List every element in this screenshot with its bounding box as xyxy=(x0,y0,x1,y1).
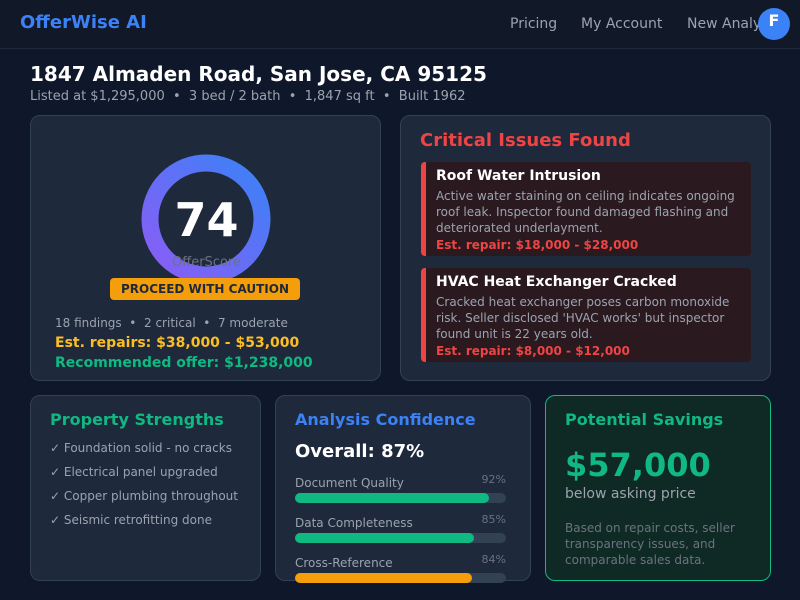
strength-item: ✓ Foundation solid - no cracks xyxy=(50,441,232,455)
strength-item: ✓ Copper plumbing throughout xyxy=(50,489,238,503)
brand[interactable]: OfferWise AI xyxy=(20,12,147,33)
nav-link[interactable]: Pricing xyxy=(510,16,558,32)
strength-item: ✓ Electrical panel upgraded xyxy=(50,465,218,479)
nav-link[interactable]: My Account xyxy=(581,16,663,32)
savings-note: Based on repair costs, seller transparen… xyxy=(565,521,735,567)
issues-card: Critical Issues Found Roof Water Intrusi… xyxy=(400,115,771,381)
savings-caption: below asking price xyxy=(565,486,696,502)
bar-fill xyxy=(295,493,490,503)
savings-amount: $57,000 xyxy=(565,446,711,484)
issue-cost: Est. repair: $18,000 - $28,000 xyxy=(436,238,639,252)
metric-name: Cross-Reference xyxy=(295,556,393,570)
issue-title: Roof Water Intrusion xyxy=(436,168,601,184)
issue-cost: Est. repair: $8,000 - $12,000 xyxy=(436,344,630,358)
bar-fill xyxy=(295,533,475,543)
card-title: Critical Issues Found xyxy=(420,130,631,151)
repairs: Est. repairs: $38,000 - $53,000 xyxy=(55,335,300,351)
strengths-card: Property Strengths ✓ Foundation solid - … xyxy=(30,395,261,581)
card-title: Property Strengths xyxy=(50,410,224,429)
nav-link[interactable]: New Analysis xyxy=(687,16,780,32)
score-card: 74 OfferScore PROCEED WITH CAUTION 18 fi… xyxy=(30,115,381,381)
badge: PROCEED WITH CAUTION xyxy=(110,278,300,300)
metric-value: 92% xyxy=(481,473,506,486)
offer: Recommended offer: $1,238,000 xyxy=(55,355,313,371)
gauge-ring xyxy=(141,154,271,284)
avatar[interactable]: F xyxy=(758,8,790,40)
metric-name: Document Quality xyxy=(295,476,404,490)
card-title: Analysis Confidence xyxy=(295,410,476,429)
card-title: Potential Savings xyxy=(565,410,724,429)
issue: Roof Water Intrusion Active water staini… xyxy=(421,162,751,256)
score-gauge xyxy=(141,154,271,284)
page-title: 1847 Almaden Road, San Jose, CA 95125 xyxy=(30,62,487,86)
subtitle: Listed at $1,295,000 • 3 bed / 2 bath • … xyxy=(30,89,466,104)
metric-name: Data Completeness xyxy=(295,516,413,530)
overall: Overall: 87% xyxy=(295,441,425,462)
issue-text: Cracked heat exchanger poses carbon mono… xyxy=(436,295,730,341)
findings: 18 findings • 2 critical • 7 moderate xyxy=(55,316,288,330)
issue: HVAC Heat Exchanger Cracked Cracked heat… xyxy=(421,268,751,362)
metric-value: 85% xyxy=(481,513,506,526)
issue-title: HVAC Heat Exchanger Cracked xyxy=(436,274,677,290)
metric-value: 84% xyxy=(481,553,506,566)
savings-card: Potential Savings $57,000 below asking p… xyxy=(545,395,771,581)
strength-item: ✓ Seismic retrofitting done xyxy=(50,513,212,527)
score-value: 74 xyxy=(174,193,239,247)
score-label: OfferScore xyxy=(172,255,241,270)
bar-fill xyxy=(295,573,473,583)
confidence-card: Analysis Confidence Overall: 87% Documen… xyxy=(275,395,531,583)
issue-text: Active water staining on ceiling indicat… xyxy=(436,189,735,235)
nav-bar: OfferWise AI Pricing My Account New Anal… xyxy=(0,0,800,49)
